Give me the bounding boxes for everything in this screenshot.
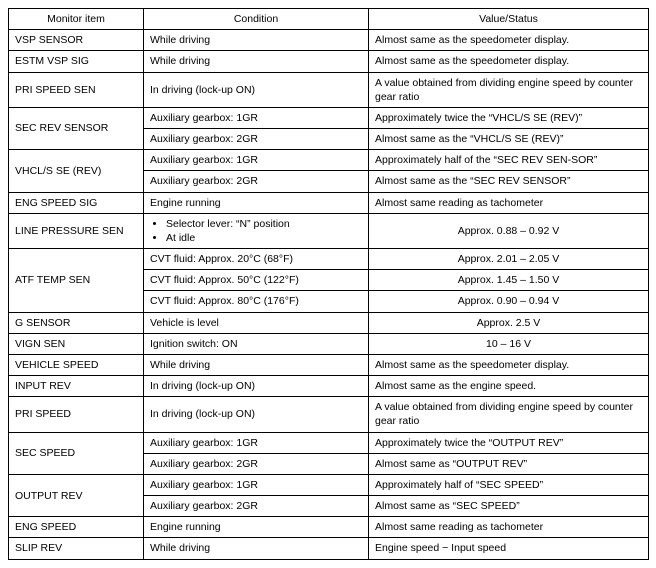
cell-val: Almost same as “OUTPUT REV” bbox=[369, 453, 649, 474]
table-row: ATF TEMP SEN CVT fluid: Approx. 20°C (68… bbox=[9, 249, 649, 270]
cell-cond: Engine running bbox=[144, 517, 369, 538]
cell-cond: While driving bbox=[144, 51, 369, 72]
cell-cond: CVT fluid: Approx. 50°C (122°F) bbox=[144, 270, 369, 291]
cell-item: OUTPUT REV bbox=[9, 474, 144, 516]
cell-val: Almost same as the engine speed. bbox=[369, 376, 649, 397]
cell-cond: Auxiliary gearbox: 1GR bbox=[144, 474, 369, 495]
table-row: PRI SPEED In driving (lock-up ON) A valu… bbox=[9, 397, 649, 432]
cell-cond: In driving (lock-up ON) bbox=[144, 376, 369, 397]
cell-val: Approximately half of the “SEC REV SEN-S… bbox=[369, 150, 649, 171]
cell-cond: Auxiliary gearbox: 1GR bbox=[144, 150, 369, 171]
monitor-table: Monitor item Condition Value/Status VSP … bbox=[8, 8, 649, 560]
table-row: LINE PRESSURE SEN Selector lever: “N” po… bbox=[9, 213, 649, 248]
cell-cond: Engine running bbox=[144, 192, 369, 213]
table-row: VSP SENSOR While driving Almost same as … bbox=[9, 30, 649, 51]
cell-item: VEHICLE SPEED bbox=[9, 354, 144, 375]
cell-val: A value obtained from dividing engine sp… bbox=[369, 397, 649, 432]
cell-val: Approximately twice the “VHCL/S SE (REV)… bbox=[369, 107, 649, 128]
cell-item: SEC REV SENSOR bbox=[9, 107, 144, 149]
cell-val: Almost same as the “VHCL/S SE (REV)” bbox=[369, 129, 649, 150]
cell-cond: CVT fluid: Approx. 20°C (68°F) bbox=[144, 249, 369, 270]
table-row: VHCL/S SE (REV) Auxiliary gearbox: 1GR A… bbox=[9, 150, 649, 171]
cell-cond: In driving (lock-up ON) bbox=[144, 72, 369, 107]
table-row: VEHICLE SPEED While driving Almost same … bbox=[9, 354, 649, 375]
cell-cond: Auxiliary gearbox: 2GR bbox=[144, 171, 369, 192]
table-row: INPUT REV In driving (lock-up ON) Almost… bbox=[9, 376, 649, 397]
cell-item: VSP SENSOR bbox=[9, 30, 144, 51]
cell-cond: Vehicle is level bbox=[144, 312, 369, 333]
cell-val: Approx. 1.45 – 1.50 V bbox=[369, 270, 649, 291]
cell-val: A value obtained from dividing engine sp… bbox=[369, 72, 649, 107]
cell-item: PRI SPEED bbox=[9, 397, 144, 432]
cell-val: Almost same as the speedometer display. bbox=[369, 51, 649, 72]
table-row: ESTM VSP SIG While driving Almost same a… bbox=[9, 51, 649, 72]
cell-item: ENG SPEED bbox=[9, 517, 144, 538]
cell-val: Almost same as the speedometer display. bbox=[369, 30, 649, 51]
cell-item: VIGN SEN bbox=[9, 333, 144, 354]
cell-item: INPUT REV bbox=[9, 376, 144, 397]
cell-val: Almost same reading as tachometer bbox=[369, 192, 649, 213]
cell-val: Almost same as “SEC SPEED” bbox=[369, 496, 649, 517]
cell-item: ENG SPEED SIG bbox=[9, 192, 144, 213]
cell-cond: Auxiliary gearbox: 2GR bbox=[144, 129, 369, 150]
col-value: Value/Status bbox=[369, 9, 649, 30]
table-header-row: Monitor item Condition Value/Status bbox=[9, 9, 649, 30]
cell-val: Almost same reading as tachometer bbox=[369, 517, 649, 538]
table-row: ENG SPEED Engine running Almost same rea… bbox=[9, 517, 649, 538]
cell-cond: Selector lever: “N” position At idle bbox=[144, 213, 369, 248]
cell-val: Almost same as the speedometer display. bbox=[369, 354, 649, 375]
cell-cond: In driving (lock-up ON) bbox=[144, 397, 369, 432]
cell-val: Approx. 2.5 V bbox=[369, 312, 649, 333]
cell-item: LINE PRESSURE SEN bbox=[9, 213, 144, 248]
cell-cond: Auxiliary gearbox: 1GR bbox=[144, 107, 369, 128]
cell-item: PRI SPEED SEN bbox=[9, 72, 144, 107]
cell-val: Approx. 2.01 – 2.05 V bbox=[369, 249, 649, 270]
cell-cond: CVT fluid: Approx. 80°C (176°F) bbox=[144, 291, 369, 312]
cell-item: ESTM VSP SIG bbox=[9, 51, 144, 72]
col-monitor: Monitor item bbox=[9, 9, 144, 30]
cell-cond: Auxiliary gearbox: 1GR bbox=[144, 432, 369, 453]
cond-bullet: Selector lever: “N” position bbox=[166, 217, 362, 231]
cell-item: VHCL/S SE (REV) bbox=[9, 150, 144, 192]
table-row: PRI SPEED SEN In driving (lock-up ON) A … bbox=[9, 72, 649, 107]
cell-item: G SENSOR bbox=[9, 312, 144, 333]
table-row: VIGN SEN Ignition switch: ON 10 – 16 V bbox=[9, 333, 649, 354]
table-row: OUTPUT REV Auxiliary gearbox: 1GR Approx… bbox=[9, 474, 649, 495]
table-row: G SENSOR Vehicle is level Approx. 2.5 V bbox=[9, 312, 649, 333]
cell-cond: While driving bbox=[144, 30, 369, 51]
table-row: SEC REV SENSOR Auxiliary gearbox: 1GR Ap… bbox=[9, 107, 649, 128]
cell-cond: Auxiliary gearbox: 2GR bbox=[144, 453, 369, 474]
col-condition: Condition bbox=[144, 9, 369, 30]
cell-val: Approximately twice the “OUTPUT REV” bbox=[369, 432, 649, 453]
cond-bullet: At idle bbox=[166, 231, 362, 245]
cell-val: Approx. 0.88 – 0.92 V bbox=[369, 213, 649, 248]
cell-item: ATF TEMP SEN bbox=[9, 249, 144, 313]
cell-cond: Ignition switch: ON bbox=[144, 333, 369, 354]
cell-val: Approximately half of “SEC SPEED” bbox=[369, 474, 649, 495]
cell-val: Approx. 0.90 – 0.94 V bbox=[369, 291, 649, 312]
cell-item: SEC SPEED bbox=[9, 432, 144, 474]
cell-cond: While driving bbox=[144, 354, 369, 375]
cell-cond: Auxiliary gearbox: 2GR bbox=[144, 496, 369, 517]
cell-val: 10 – 16 V bbox=[369, 333, 649, 354]
table-row: ENG SPEED SIG Engine running Almost same… bbox=[9, 192, 649, 213]
cell-val: Almost same as the “SEC REV SENSOR” bbox=[369, 171, 649, 192]
table-row: SEC SPEED Auxiliary gearbox: 1GR Approxi… bbox=[9, 432, 649, 453]
